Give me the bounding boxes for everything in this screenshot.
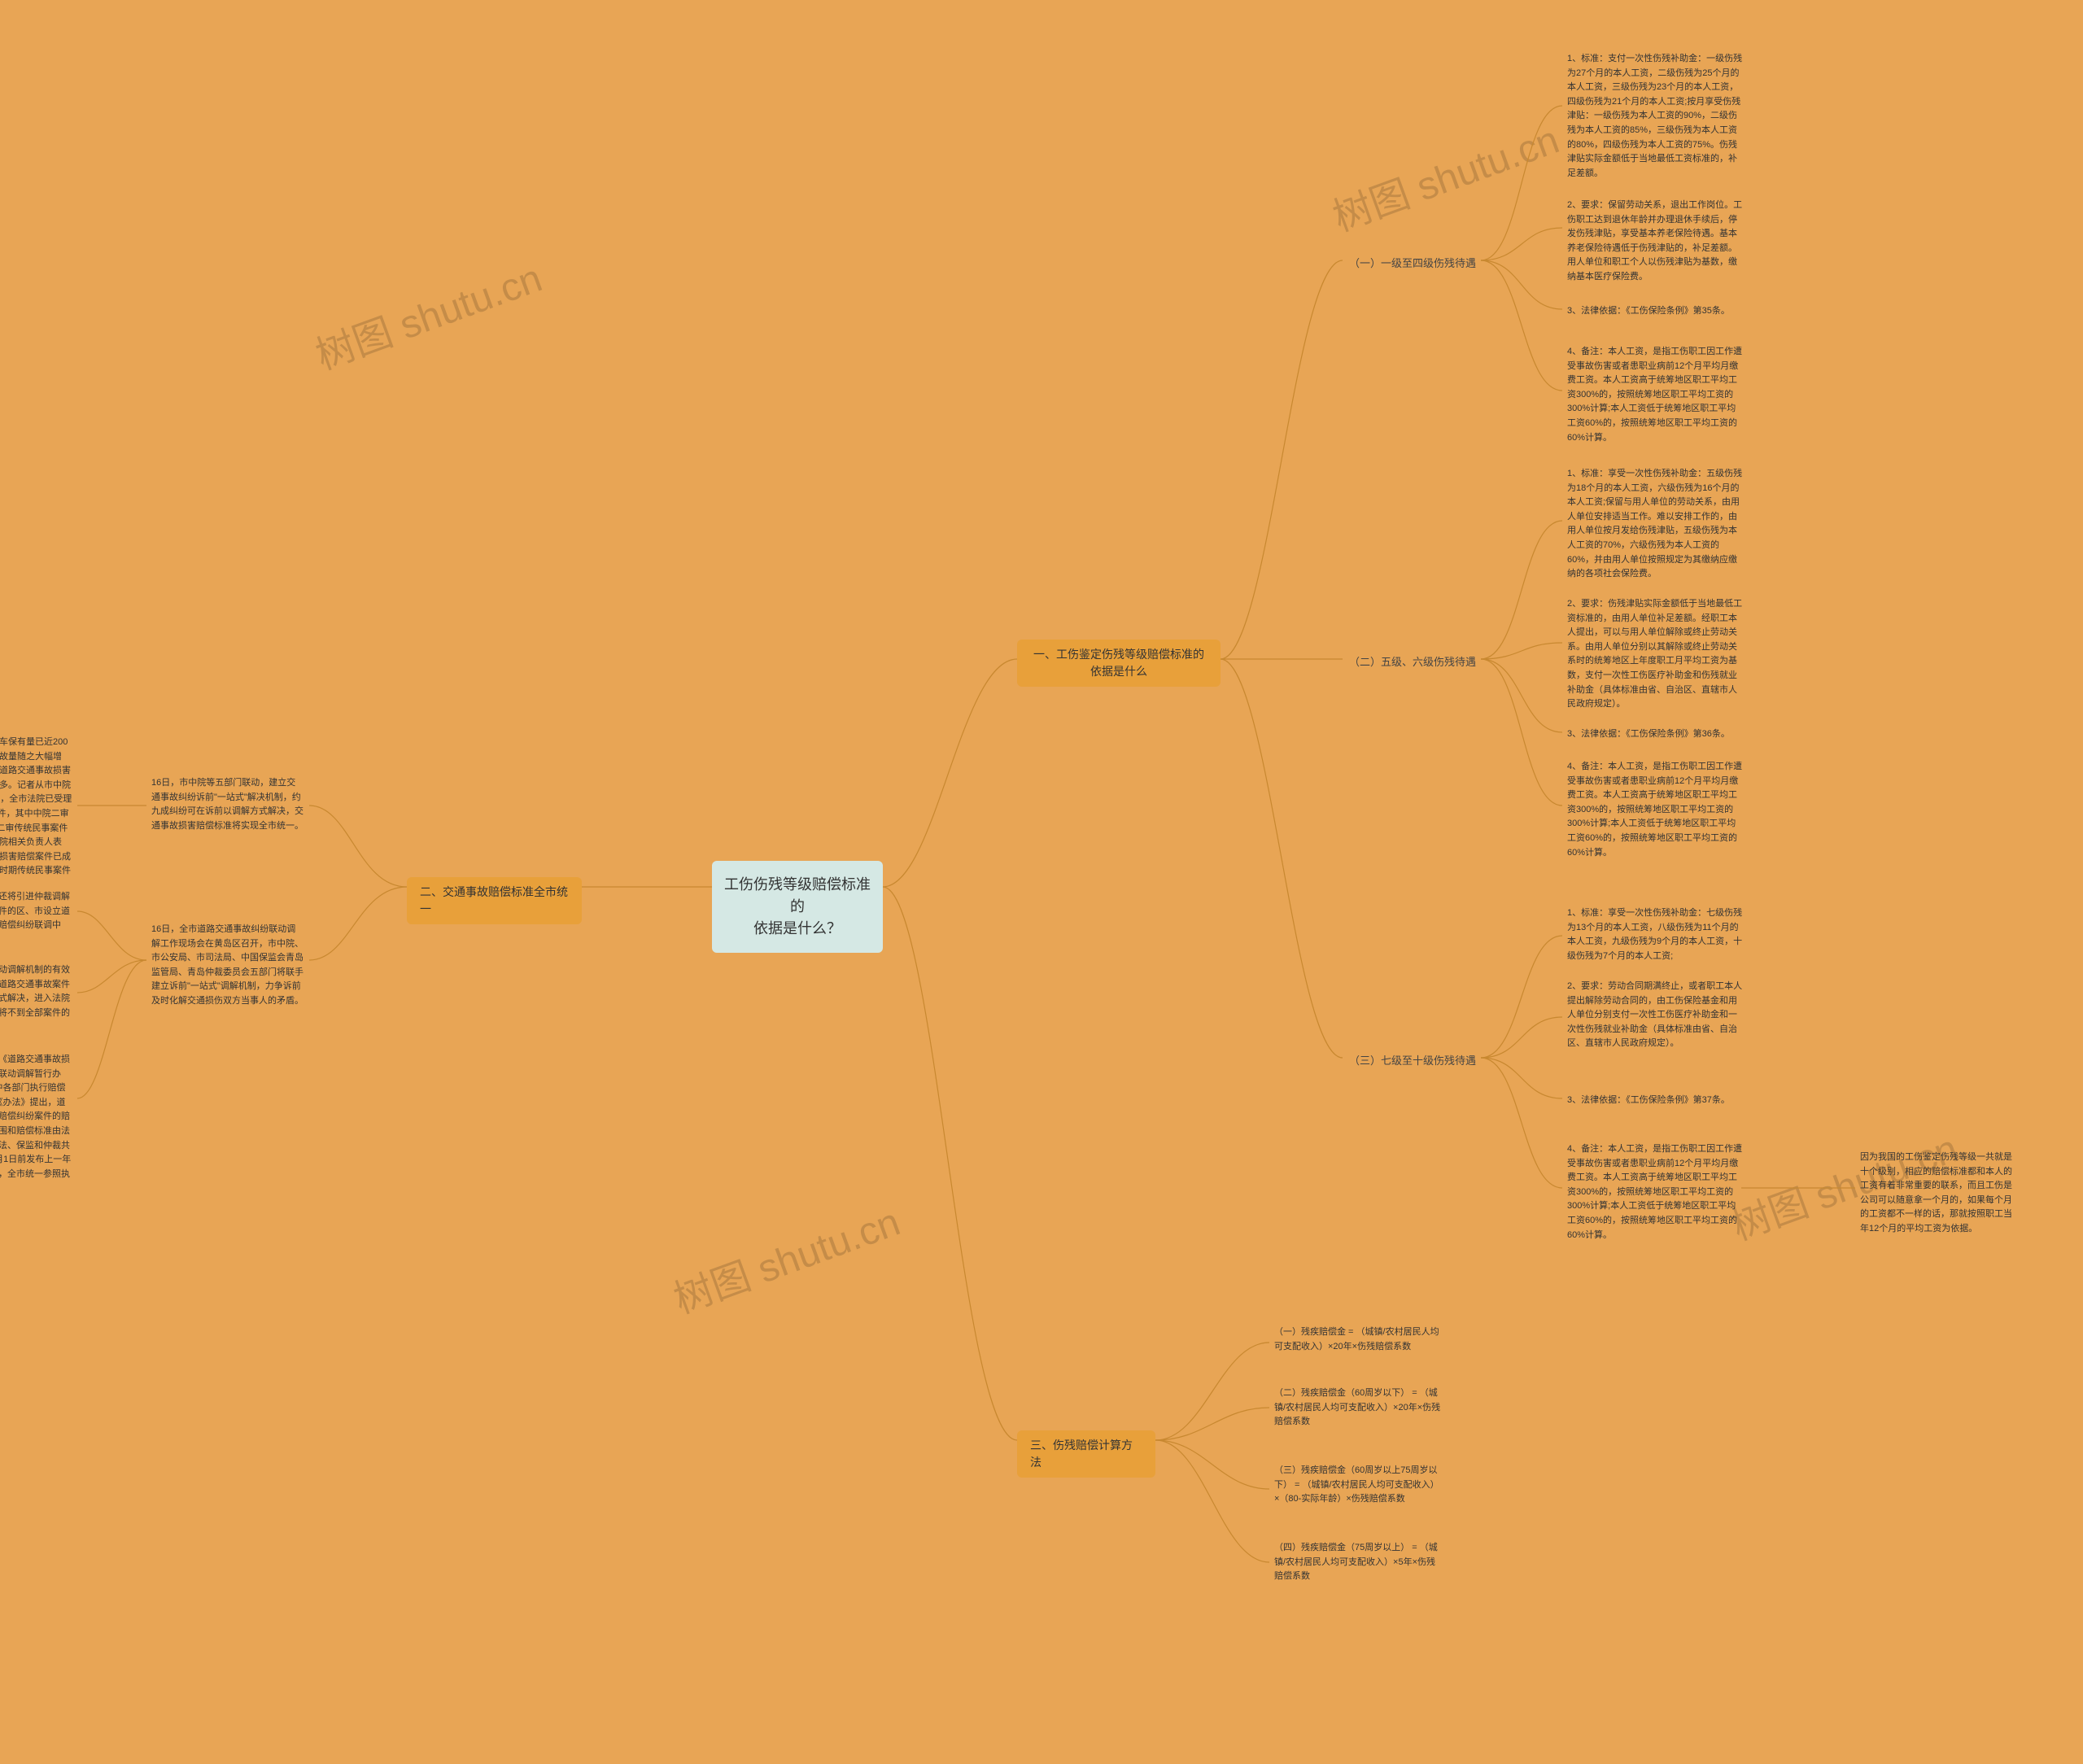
b2-item1-sub: 目前，青岛市机动车保有量已近200万辆，道路交通事故量随之大幅增升，而法院受理的…: [0, 732, 77, 897]
watermark: 树图 shutu.cn: [665, 1190, 906, 1324]
root-title-l1: 工伤伤残等级赔偿标准的: [724, 876, 871, 915]
b1s2-item3: 3、法律依据：《工伤保险条例》第36条。: [1562, 724, 1749, 745]
branch1-l1: 一、工伤鉴定伤残等级赔偿标准的: [1033, 648, 1204, 661]
branch1-sub1[interactable]: （一）一级至四级伤残待遇: [1343, 252, 1483, 275]
b2-item2: 16日，全市道路交通事故纠纷联动调解工作现场会在黄岛区召开，市中院、市公安局、市…: [146, 919, 309, 1012]
b1s2-item4: 4、备注：本人工资，是指工伤职工因工作遭受事故伤害或者患职业病前12个月平均月缴…: [1562, 757, 1749, 863]
root-node[interactable]: 工伤伤残等级赔偿标准的 依据是什么？: [712, 861, 883, 953]
b2-item2-sub2: 解介绍，通过联动调解机制的有效运行，绝大部分道路交通事故案件都以诉前调解方式解决…: [0, 960, 77, 1038]
b1s1-item3: 3、法律依据：《工伤保险条例》第35条。: [1562, 301, 1749, 322]
b2-item2-sub3: 日前，岛城出台《道路交通事故损害赔偿纠纷案件联动调解暂行办法》，针对实践中各部门…: [0, 1050, 77, 1199]
branch1-sub2[interactable]: （二）五级、六级伤残待遇: [1343, 651, 1483, 674]
b2-item1: 16日，市中院等五部门联动，建立交通事故纠纷诉前"一站式"解决机制，约九成纠纷可…: [146, 773, 309, 836]
branch1[interactable]: 一、工伤鉴定伤残等级赔偿标准的 依据是什么: [1017, 640, 1221, 687]
b3-item1: （一）残疾赔偿金 = （城镇/农村居民人均可支配收入）×20年×伤残赔偿系数: [1269, 1322, 1448, 1357]
b1s3-item3: 3、法律依据：《工伤保险条例》第37条。: [1562, 1090, 1749, 1111]
b1s1-item4: 4、备注：本人工资，是指工伤职工因工作遭受事故伤害或者患职业病前12个月平均月缴…: [1562, 342, 1749, 448]
mindmap-connectors: [0, 0, 2083, 1764]
branch2[interactable]: 二、交通事故赔偿标准全市统一: [407, 877, 582, 924]
b1s2-item1: 1、标准：享受一次性伤残补助金：五级伤残为18个月的本人工资，六级伤残为16个月…: [1562, 464, 1749, 585]
b1s3-note: 因为我国的工伤鉴定伤残等级一共就是十个级别，相应的赔偿标准都和本人的工资有着非常…: [1855, 1147, 2018, 1240]
b1s3-item1: 1、标准：享受一次性伤残补助金：七级伤残为13个月的本人工资，八级伤残为11个月…: [1562, 903, 1749, 967]
branch3[interactable]: 三、伤残赔偿计算方法: [1017, 1430, 1155, 1478]
b3-item4: （四）残疾赔偿金（75周岁以上） = （城镇/农村居民人均可支配收入）×5年×伤…: [1269, 1538, 1448, 1587]
watermark: 树图 shutu.cn: [1324, 107, 1566, 242]
b1s3-item4: 4、备注：本人工资，是指工伤职工因工作遭受事故伤害或者患职业病前12个月平均月缴…: [1562, 1139, 1749, 1246]
b1s3-item2: 2、要求：劳动合同期满终止，或者职工本人提出解除劳动合同的，由工伤保险基金和用人…: [1562, 976, 1749, 1054]
watermark: 树图 shutu.cn: [307, 246, 548, 380]
branch1-sub3[interactable]: （三）七级至十级伤残待遇: [1343, 1050, 1483, 1072]
b3-item3: （三）残疾赔偿金（60周岁以上75周岁以下） = （城镇/农村居民人均可支配收入…: [1269, 1461, 1448, 1510]
b1s1-item1: 1、标准：支付一次性伤残补助金：一级伤残为27个月的本人工资，二级伤残为25个月…: [1562, 49, 1749, 184]
branch1-l2: 依据是什么: [1090, 665, 1147, 678]
b3-item2: （二）残疾赔偿金（60周岁以下） = （城镇/农村居民人均可支配收入）×20年×…: [1269, 1383, 1448, 1433]
root-title-l2: 依据是什么？: [753, 920, 841, 937]
b1s1-item2: 2、要求：保留劳动关系，退出工作岗位。工伤职工达到退休年龄并办理退休手续后，停发…: [1562, 195, 1749, 288]
b2-item2-sub1: 据悉，调解机制还将引进仲裁调解机制，鼓励有条件的区、市设立道路交通事故损害赔偿纠…: [0, 887, 77, 950]
b1s2-item2: 2、要求：伤残津贴实际金额低于当地最低工资标准的，由用人单位补足差额。经职工本人…: [1562, 594, 1749, 715]
